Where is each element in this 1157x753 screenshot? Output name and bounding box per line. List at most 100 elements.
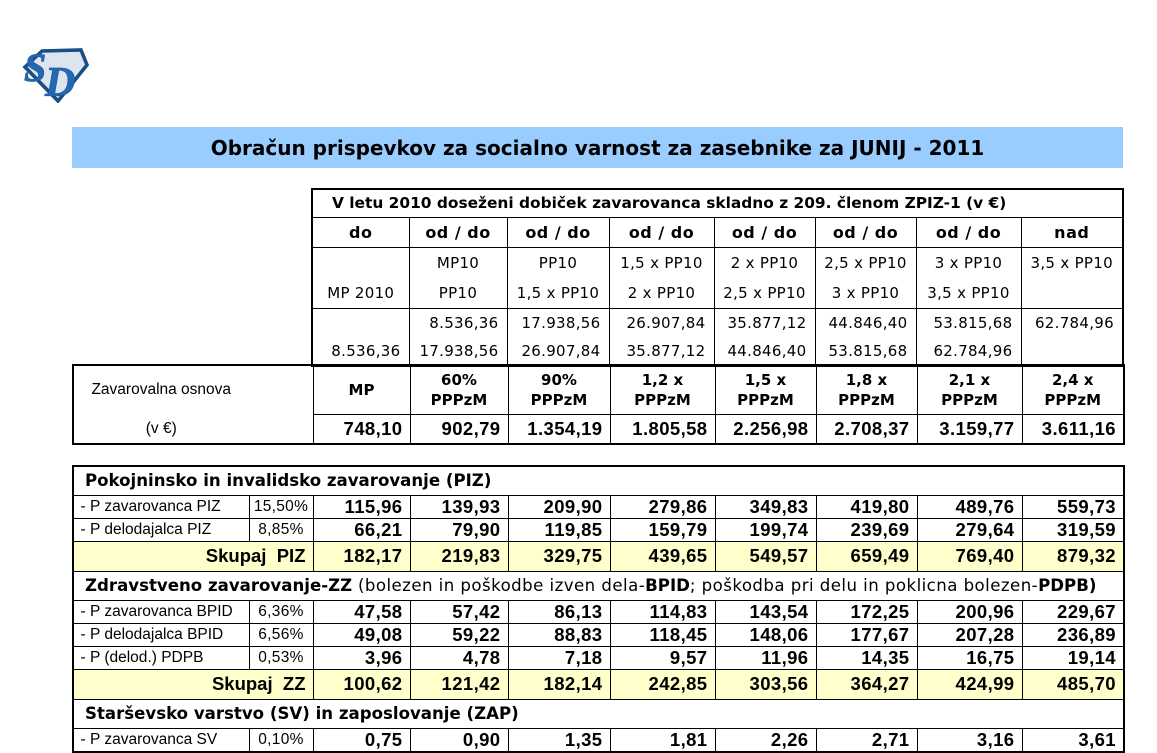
section-total-value: 303,56 <box>714 668 817 700</box>
section-total-value: 182,14 <box>507 668 611 700</box>
insurance-base-label-line1: Zavarovalna osnova <box>91 381 232 398</box>
contribution-value: 1,81 <box>609 727 716 752</box>
amount-from: 53.815,68 <box>933 313 1013 332</box>
section-total-value: 121,42 <box>409 668 509 700</box>
amount-to <box>1022 337 1122 365</box>
contribution-value: 9,57 <box>609 645 716 670</box>
base-value: 748,10 <box>312 413 411 445</box>
section-total-value: 769,40 <box>916 540 1023 572</box>
section-total-value: 549,57 <box>714 540 817 572</box>
profit-col-header: od / do <box>713 216 816 248</box>
contribution-value: 236,89 <box>1021 622 1125 647</box>
section-title-part: ; poškodba pri delu in poklicna bolezen- <box>689 576 1039 595</box>
section-header: Pokojninsko in invalidsko zavarovanje (P… <box>72 465 1125 496</box>
logo-shield-shape <box>22 48 90 104</box>
section-total-value: 659,49 <box>815 540 918 572</box>
range-to: 2 x PP10 <box>627 283 696 302</box>
range-to <box>1022 278 1122 308</box>
contribution-value: 1,35 <box>507 727 611 752</box>
contribution-value: 66,21 <box>312 517 411 542</box>
contribution-value: 239,69 <box>815 517 918 542</box>
range-from: 3,5 x PP10 <box>1030 253 1113 272</box>
contribution-value: 79,90 <box>409 517 509 542</box>
profit-col-header: od / do <box>506 216 610 248</box>
contribution-value: 59,22 <box>409 622 509 647</box>
contribution-value: 349,83 <box>714 494 817 519</box>
amount-to: 62.784,96 <box>933 342 1013 361</box>
contribution-rate: 8,85% <box>248 517 314 542</box>
contribution-value: 279,86 <box>609 494 716 519</box>
contribution-label: - P delodajalca BPID <box>72 622 250 647</box>
range-from: MP10 <box>436 253 480 272</box>
contribution-value: 279,64 <box>916 517 1023 542</box>
section-total-value: 439,65 <box>609 540 716 572</box>
amount-from: 44.846,40 <box>828 313 908 332</box>
contribution-value: 4,78 <box>409 645 509 670</box>
base-value: 2.708,37 <box>815 413 918 445</box>
contribution-value: 57,42 <box>409 599 509 624</box>
contributions-table: Pokojninsko in invalidsko zavarovanje (P… <box>72 465 1125 753</box>
amount-from <box>313 309 408 337</box>
contribution-value: 49,08 <box>312 622 411 647</box>
base-col-header: MP <box>312 364 411 415</box>
contribution-rate: 6,36% <box>248 599 314 624</box>
range-from: 2 x PP10 <box>730 253 799 272</box>
range-from <box>313 248 408 278</box>
contribution-value: 14,35 <box>815 645 918 670</box>
contribution-value: 559,73 <box>1021 494 1125 519</box>
section-total-value: 219,83 <box>409 540 509 572</box>
range-from: PP10 <box>538 253 578 272</box>
section-total-value: 485,70 <box>1021 668 1125 700</box>
section-total-value: 329,75 <box>507 540 611 572</box>
contribution-value: 229,67 <box>1021 599 1125 624</box>
contribution-rate: 6,56% <box>248 622 314 647</box>
contribution-value: 148,06 <box>714 622 817 647</box>
contribution-value: 47,58 <box>312 599 411 624</box>
section-total-value: 879,32 <box>1021 540 1125 572</box>
profit-col-header: od / do <box>915 216 1022 248</box>
contribution-value: 143,54 <box>714 599 817 624</box>
profit-col-header: od / do <box>814 216 917 248</box>
profit-col-header: od / do <box>408 216 508 248</box>
document-title-bar: Obračun prispevkov za socialno varnost z… <box>72 127 1123 168</box>
contribution-value: 207,28 <box>916 622 1023 647</box>
range-to: 1,5 x PP10 <box>516 283 600 302</box>
contribution-label: - P zavarovanca PIZ <box>72 494 250 519</box>
amount-from: 17.938,56 <box>521 313 601 332</box>
contribution-value: 19,14 <box>1021 645 1125 670</box>
base-col-header: 60% PPPzM <box>409 364 509 415</box>
contribution-label: - P zavarovanca SV <box>72 727 250 752</box>
base-value: 1.354,19 <box>507 413 611 445</box>
base-value: 2.256,98 <box>714 413 817 445</box>
section-header: Zdravstveno zavarovanje-ZZ (bolezen in p… <box>72 570 1125 601</box>
contribution-value: 209,90 <box>507 494 611 519</box>
amount-from: 8.536,36 <box>429 313 499 332</box>
amount-to: 44.846,40 <box>727 342 807 361</box>
contribution-value: 16,75 <box>916 645 1023 670</box>
contribution-label: - P delodajalca PIZ <box>72 517 250 542</box>
base-col-header: 2,4 x PPPzM <box>1021 364 1125 415</box>
range-from: 3 x PP10 <box>934 253 1003 272</box>
section-title-part: Zdravstveno zavarovanje-ZZ <box>85 576 358 595</box>
contribution-rate: 0,53% <box>248 645 314 670</box>
company-logo: S D <box>22 45 90 106</box>
base-col-header: 1,8 x PPPzM <box>815 364 918 415</box>
insurance-base-table: Zavarovalna osnova (v €) MP 60% PPPzM 90% PPPz… <box>72 364 1125 445</box>
contribution-value: 115,96 <box>312 494 411 519</box>
logo-letter-s: S <box>24 47 46 90</box>
amount-from: 26.907,84 <box>626 313 706 332</box>
base-value: 3.159,77 <box>916 413 1023 445</box>
contribution-value: 114,83 <box>609 599 716 624</box>
section-title-part: PDPB) <box>1038 576 1097 595</box>
contribution-value: 0,90 <box>409 727 509 752</box>
section-total-value: 364,27 <box>815 668 918 700</box>
section-title-part: BPID <box>645 576 690 595</box>
insurance-base-label: Zavarovalna osnova (v €) <box>72 364 314 445</box>
contribution-label: - P (delod.) PDPB <box>72 645 250 670</box>
section-title-part: Pokojninsko in invalidsko zavarovanje (P… <box>85 471 492 491</box>
amount-from: 35.877,12 <box>727 313 807 332</box>
profit-bracket-table: V letu 2010 doseženi dobiček zavarovanca… <box>311 188 1124 367</box>
section-header: Starševsko varstvo (SV) in zaposlovanje … <box>72 698 1125 729</box>
contribution-value: 0,75 <box>312 727 411 752</box>
